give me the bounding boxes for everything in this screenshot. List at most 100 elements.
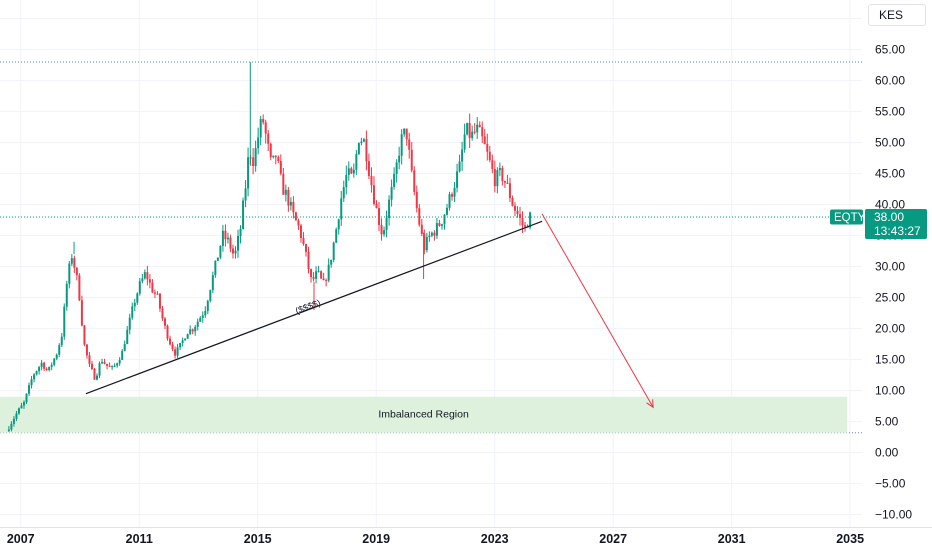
y-tick-label: 25.00 [875, 291, 905, 305]
candle-body [60, 336, 63, 346]
time-axis[interactable]: 2007 2011 2015 2019 2023 2027 2031 2035 [0, 527, 932, 550]
candle-body [521, 217, 524, 226]
projection-arrow-line[interactable] [541, 213, 654, 408]
support-trendline[interactable] [85, 220, 543, 395]
y-tick-label: 50.00 [875, 136, 905, 150]
y-tick-label: 40.00 [875, 198, 905, 212]
candle-body [35, 371, 38, 375]
candle-body [191, 329, 194, 332]
candle-body [312, 277, 315, 279]
candle-body [50, 364, 53, 367]
candle-body [48, 366, 51, 371]
candle-body [234, 250, 237, 254]
candle-body [68, 263, 71, 284]
candle-body [332, 242, 335, 260]
candle-body [496, 170, 499, 187]
candle-body [274, 155, 277, 158]
candle-body [516, 210, 519, 215]
candle-body [372, 185, 375, 204]
imbalanced-region-zone[interactable]: Imbalanced Region [0, 396, 848, 433]
trendline-label: ($$$$) [294, 297, 322, 316]
candle-body [481, 127, 484, 137]
candle-body [400, 134, 403, 156]
x-tick-label: 2011 [126, 532, 153, 546]
candle-body [171, 344, 174, 350]
candle-body [380, 224, 383, 235]
candle-body [166, 325, 169, 339]
candle-body [448, 194, 451, 208]
candle-body [506, 182, 509, 184]
y-tick-label: 65.00 [875, 43, 905, 57]
candle-body [264, 122, 267, 134]
candle-body [433, 232, 436, 236]
candle-body [272, 155, 275, 158]
candle-body [138, 281, 141, 294]
candle-body [181, 340, 184, 343]
y-tick-label: 55.00 [875, 105, 905, 119]
candle-body [156, 293, 159, 295]
candle-body [262, 119, 265, 123]
candle-body [529, 212, 532, 228]
candle-body [378, 208, 381, 225]
projection-arrow-head [646, 399, 654, 409]
candle-body [158, 293, 161, 309]
candle-body [292, 201, 295, 213]
candle-body [113, 365, 116, 367]
candle-body [370, 175, 373, 186]
candle-body [360, 141, 363, 144]
y-tick-label: −5.00 [875, 477, 906, 491]
candle-body [365, 139, 368, 162]
candle-body [362, 139, 365, 142]
imbalanced-region-rect[interactable] [0, 396, 848, 433]
candle-body [239, 228, 242, 236]
candle-body [58, 345, 61, 355]
candle-body [519, 214, 522, 218]
candle-body [161, 308, 164, 319]
candle-body [317, 271, 320, 273]
candle-body [169, 338, 172, 345]
candle-body [22, 402, 25, 406]
candle-body [242, 200, 245, 229]
candle-body [153, 292, 156, 294]
candle-body [101, 362, 104, 364]
candle-body [229, 237, 232, 249]
x-tick-label: 2031 [718, 532, 746, 546]
candle-body [85, 344, 88, 356]
candle-body [367, 161, 370, 176]
price-axis[interactable]: 70.0065.0060.0055.0050.0045.0040.0035.00… [862, 0, 932, 550]
candle-body [206, 300, 209, 311]
candle-body [415, 191, 418, 209]
y-tick-label: 45.00 [875, 167, 905, 181]
candle-body [355, 154, 358, 170]
candle-body [438, 223, 441, 226]
symbol-text: EQTY [834, 212, 866, 224]
candle-body [302, 238, 305, 245]
candle-body [33, 374, 36, 380]
candle-body [513, 205, 516, 211]
candle-body [425, 236, 428, 251]
candle-body [219, 245, 222, 258]
candle-body [501, 168, 504, 182]
candle-body [257, 137, 260, 149]
candle-body [466, 123, 469, 135]
candle-body [252, 157, 255, 167]
candle-body [498, 168, 501, 171]
candle-body [12, 418, 15, 424]
candle-body [461, 149, 464, 162]
candle-body [126, 329, 129, 345]
candle-body [383, 230, 386, 235]
candle-body [28, 385, 31, 394]
candle-body [385, 217, 388, 231]
candle-body [174, 349, 177, 356]
currency-selector[interactable]: KES [868, 4, 926, 26]
candle-body [38, 367, 41, 372]
candle-body [20, 405, 23, 409]
drawings[interactable]: ($$$$) [85, 213, 654, 409]
candle-body [55, 354, 58, 359]
candle-body [375, 203, 378, 209]
candle-body [123, 344, 126, 351]
candle-body [93, 368, 96, 380]
symbol-tag [830, 209, 863, 225]
candle-body [103, 362, 106, 364]
